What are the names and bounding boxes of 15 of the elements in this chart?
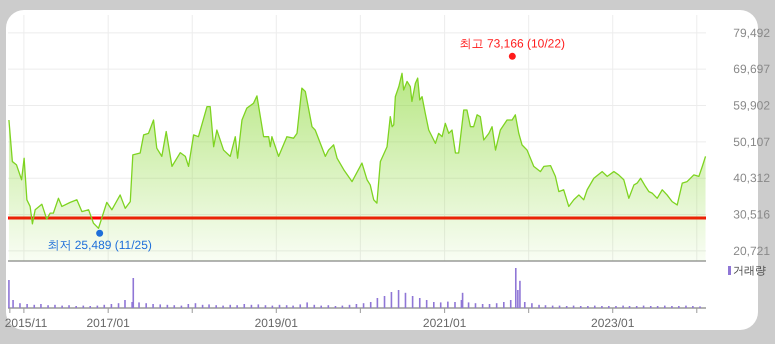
x-tick-label: 2015/11 bbox=[4, 316, 48, 330]
y-tick-label: 40,312 bbox=[733, 171, 770, 186]
x-tick-label: 2019/01 bbox=[254, 316, 298, 330]
y-tick-label: 30,516 bbox=[733, 208, 770, 222]
x-tick-label: 2017/01 bbox=[86, 316, 130, 330]
annotation: 최저 25,489 (11/25) bbox=[47, 238, 152, 252]
y-tick-label: 50,107 bbox=[733, 134, 770, 149]
legend-label: 거래량 bbox=[733, 265, 766, 277]
annotation: 최고 73,166 (10/22) bbox=[460, 36, 566, 50]
y-tick-label: 69,697 bbox=[733, 62, 770, 76]
y-tick-label: 59,902 bbox=[733, 98, 770, 113]
y-tick-label: 79,492 bbox=[733, 26, 770, 40]
y-tick-label: 20,721 bbox=[733, 244, 770, 258]
x-tick-label: 2021/01 bbox=[422, 316, 467, 330]
x-tick-label: 2023/01 bbox=[591, 316, 635, 330]
